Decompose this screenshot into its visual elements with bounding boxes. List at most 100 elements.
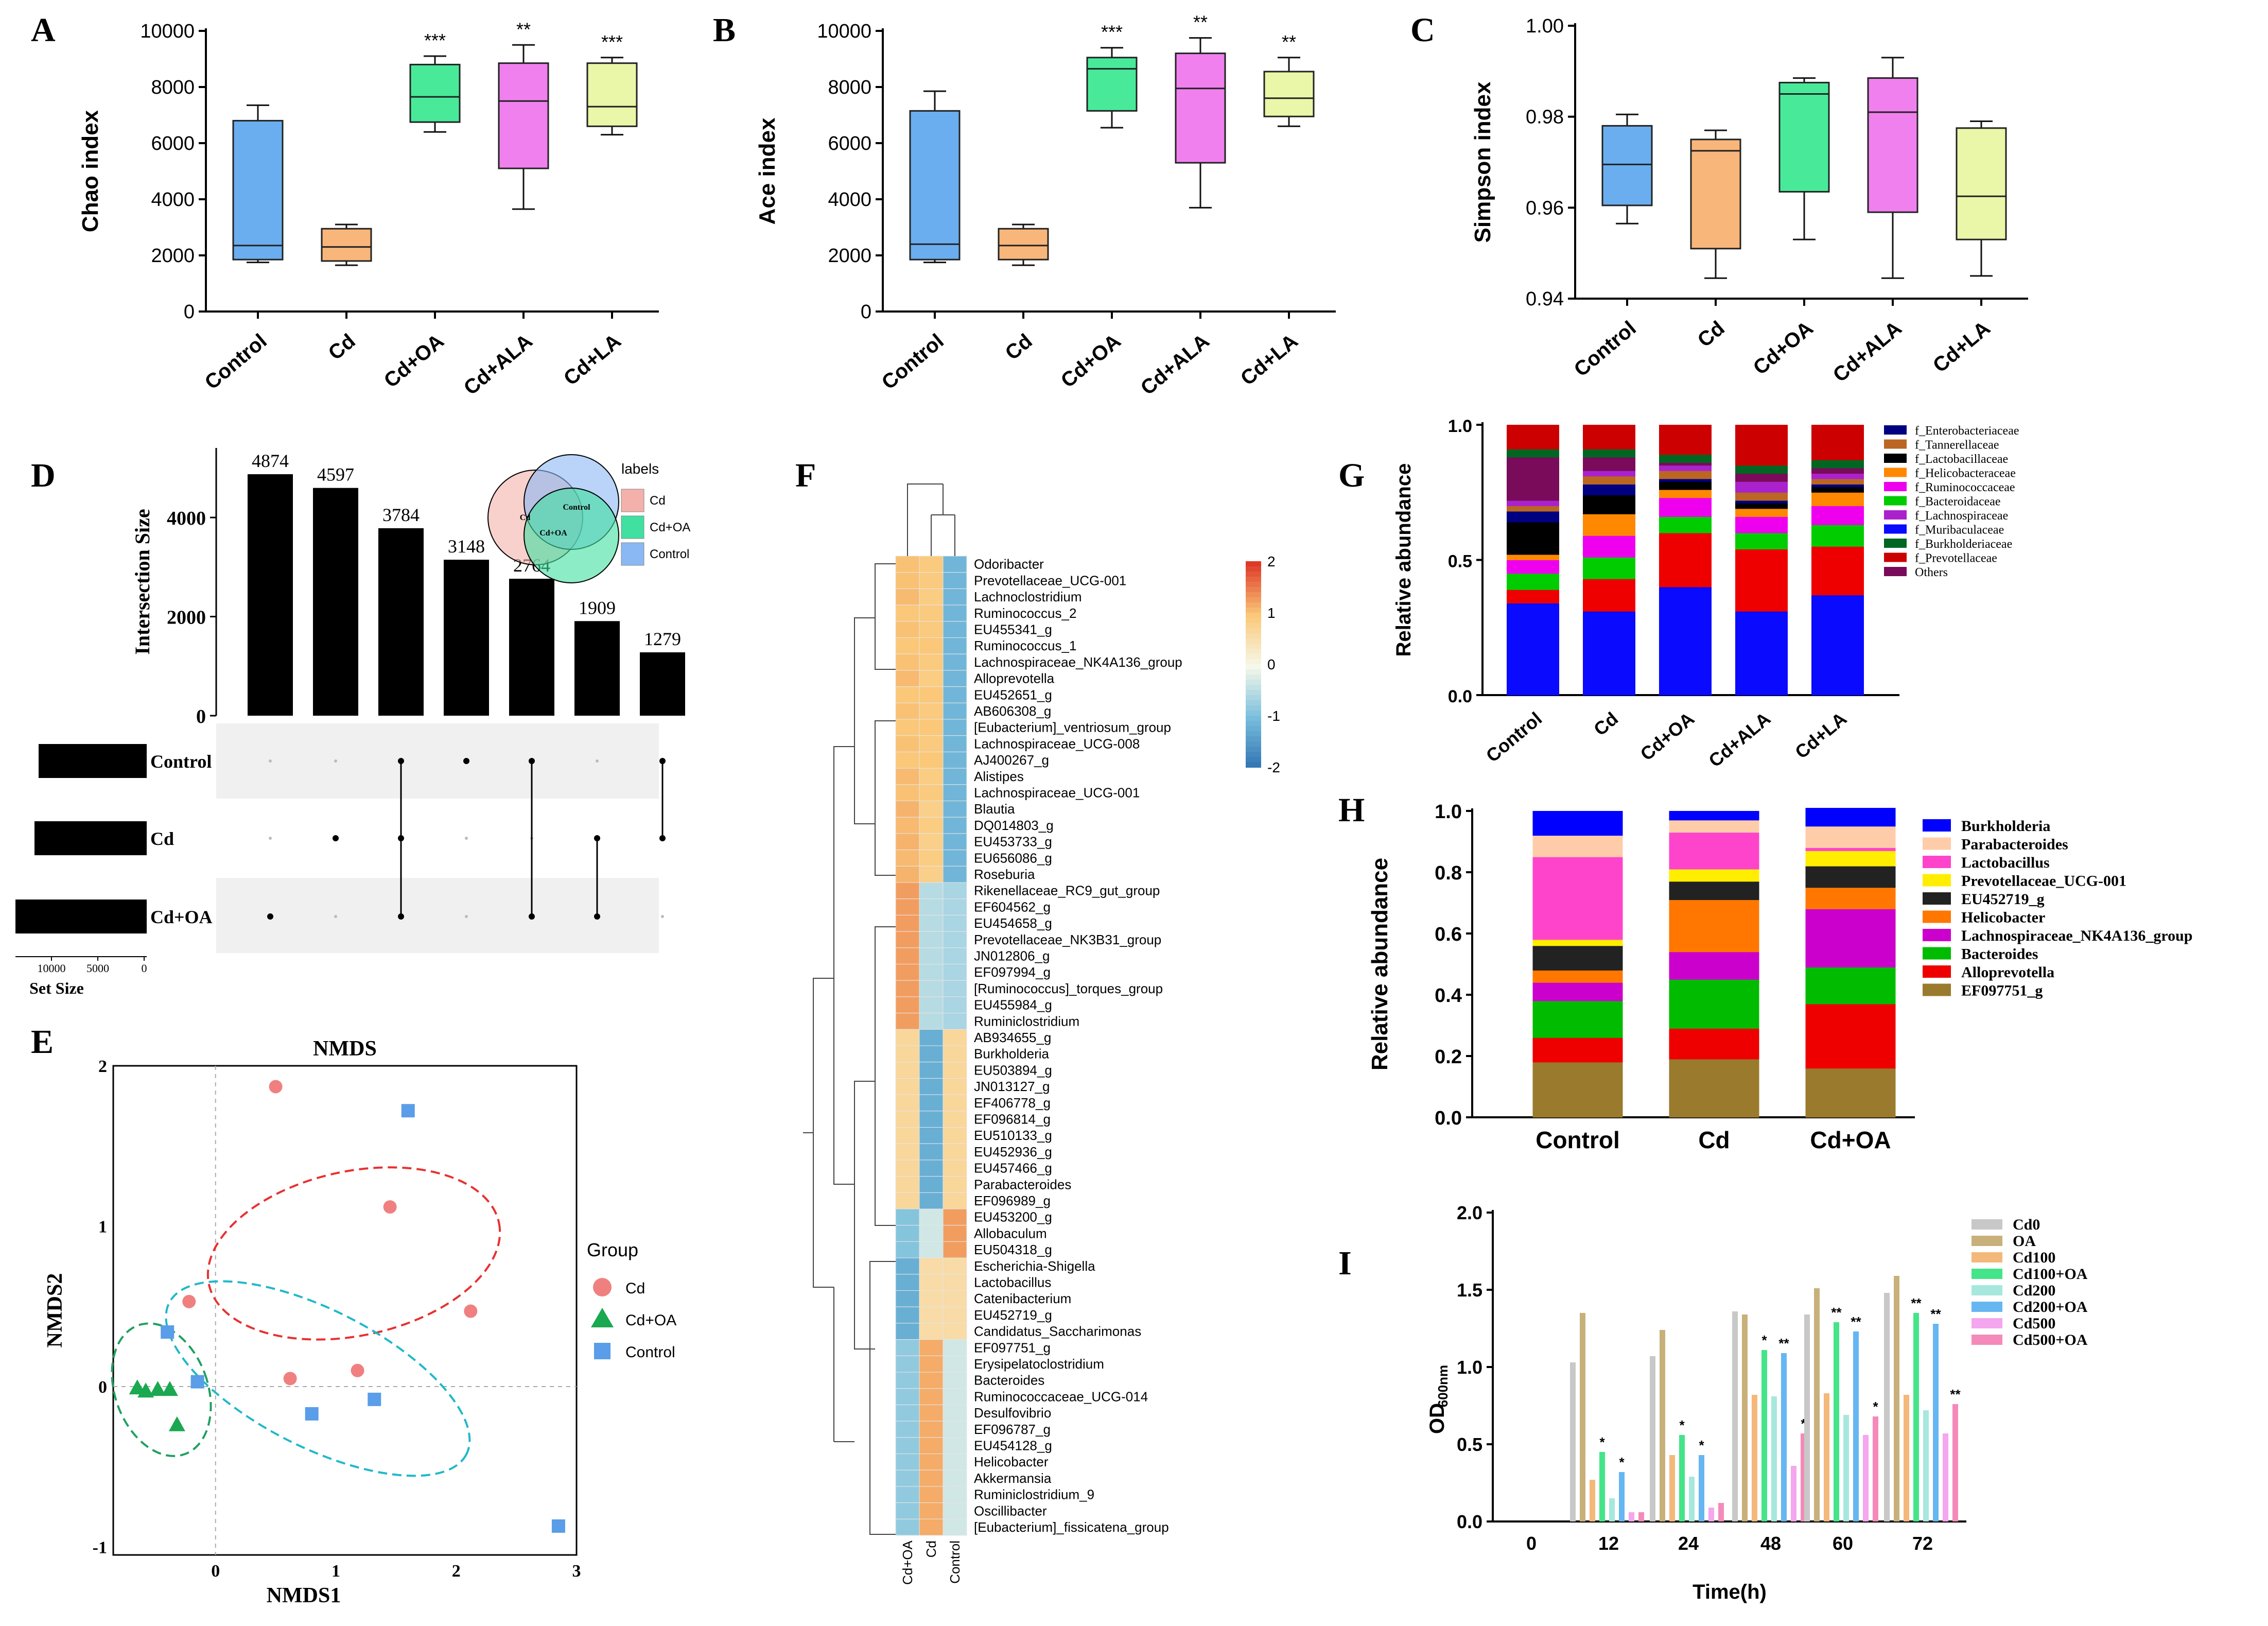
significance-mark: ** — [1193, 12, 1208, 33]
legend-H: BurkholderiaParabacteroidesLactobacillus… — [1923, 818, 2192, 999]
heatmap-cell — [919, 1372, 944, 1389]
legend-label: Control — [625, 1344, 675, 1361]
y-tick-label: 0.96 — [1526, 197, 1564, 219]
row-label: EU454128_g — [974, 1438, 1052, 1454]
heatmap-cell — [895, 1290, 920, 1307]
bar-Cd500+OA — [1801, 1433, 1806, 1521]
legend-label: Cd+OA — [625, 1312, 676, 1329]
segment-f_Burkholderiaceae — [1735, 465, 1788, 474]
row-label: Lachnospiraceae_UCG-001 — [974, 785, 1140, 801]
legend-label: Prevotellaceae_UCG-001 — [1961, 873, 2126, 890]
heatmap-cell — [895, 850, 920, 867]
legend-swatch — [1972, 1219, 2002, 1230]
significance-mark: * — [1619, 1455, 1625, 1470]
segment-Others — [1583, 457, 1635, 471]
heatmap-cell — [895, 980, 920, 997]
venn-label: Control — [563, 503, 590, 512]
y-tick-label: 8000 — [828, 77, 871, 98]
bar-Cd100 — [1904, 1395, 1909, 1521]
segment-f_Helicobacteraceae — [1583, 514, 1635, 536]
heatmap-cell — [919, 931, 944, 948]
row-label: EU453733_g — [974, 834, 1052, 850]
heatmap-cell — [943, 898, 967, 915]
legend-swatch — [1923, 965, 1951, 978]
heatmap-cell — [919, 1208, 944, 1226]
heatmap-cell — [895, 1143, 920, 1161]
heatmap-cell — [943, 1372, 967, 1389]
colorbar-tick-label: 1 — [1267, 605, 1276, 621]
y-tick-label: 10000 — [817, 21, 871, 42]
segment-f_Ruminococcaceae — [1811, 506, 1864, 525]
segment-Parabacteroides — [1669, 820, 1759, 833]
heatmap-cell — [943, 670, 967, 687]
row-label: Akkermansia — [974, 1471, 1052, 1486]
significance-mark: ** — [1950, 1387, 1961, 1402]
heatmap-cell — [919, 1454, 944, 1471]
column-label: Cd+OA — [900, 1540, 915, 1585]
legend-marker — [594, 1343, 610, 1359]
legend-swatch — [1884, 482, 1907, 491]
segment-Parabacteroides — [1532, 835, 1623, 857]
point-Cd+OA — [149, 1381, 166, 1396]
point-Cd — [464, 1304, 478, 1318]
colorbar-segment — [1246, 726, 1261, 732]
legend-swatch — [1972, 1236, 2002, 1246]
group-ellipse — [165, 1280, 471, 1477]
colorbar-segment — [1246, 695, 1261, 701]
colorbar-segment — [1246, 582, 1261, 587]
row-label: Lachnospiraceae_UCG-008 — [974, 736, 1140, 751]
heatmap-cell — [919, 637, 944, 654]
segment-Alloprevotella — [1805, 1004, 1896, 1069]
heatmap-cell — [895, 1160, 920, 1177]
significance-mark: ** — [1911, 1295, 1922, 1311]
x-tick-label: Cd — [1001, 330, 1037, 365]
legend-label: f_Muribaculaceae — [1915, 524, 2004, 537]
point-Cd+OA — [168, 1416, 185, 1431]
heatmap-cell — [943, 588, 967, 606]
heatmap-cell — [895, 1127, 920, 1144]
bar-Cd500+OA — [1718, 1503, 1724, 1521]
point-Control — [190, 1375, 204, 1389]
column-label: Cd — [923, 1541, 939, 1558]
boxplot-A: 0 2000 4000 6000 8000 10000 Chao index Control C… — [78, 19, 659, 400]
panel-letter-F: F — [795, 457, 816, 494]
row-label: Alloprevotella — [974, 671, 1055, 686]
legend-label: f_Enterobacteriaceae — [1915, 424, 2019, 438]
heatmap-cell — [919, 702, 944, 720]
segment-f_Helicobacteraceae — [1507, 555, 1559, 560]
heatmap-cell — [895, 1257, 920, 1275]
matrix-dot — [463, 758, 469, 764]
legend-label: Cd100 — [2013, 1249, 2055, 1266]
heatmap-cell — [943, 1094, 967, 1112]
legend-marker — [591, 1308, 614, 1327]
y-tick-label: 1.0 — [1457, 1357, 1482, 1378]
heatmap-cell — [895, 604, 920, 622]
heatmap-cell — [919, 980, 944, 997]
row-label: DQ014803_g — [974, 818, 1054, 833]
legend-swatch — [1923, 910, 1951, 923]
y-tick-label: 0.98 — [1526, 107, 1564, 128]
y-tick-label: 2000 — [167, 607, 206, 629]
heatmap-cell — [919, 1388, 944, 1405]
heatmap-cell — [895, 1437, 920, 1455]
heatmap-cell — [943, 1078, 967, 1095]
heatmap-cell — [943, 1143, 967, 1161]
row-label: Desulfovibrio — [974, 1405, 1051, 1421]
segment-Lachnospiraceae_NK4A136_group — [1669, 952, 1759, 980]
legend-swatch — [1884, 524, 1907, 534]
heatmap-cell — [919, 947, 944, 965]
venn-legend-swatch — [621, 489, 644, 512]
segment-f_Lactobacillaceae — [1507, 522, 1559, 555]
colorbar-segment — [1246, 654, 1261, 660]
heatmap-cell — [943, 1306, 967, 1324]
segment-f_Lactobacillaceae — [1811, 487, 1864, 493]
heatmap-cell — [943, 719, 967, 736]
heatmap-cell — [895, 882, 920, 900]
heatmap-cell — [943, 1518, 967, 1536]
legend-swatch — [1923, 819, 1951, 832]
heatmap-cell — [895, 572, 920, 589]
point-Cd — [283, 1372, 297, 1386]
bar-Cd0 — [1650, 1356, 1655, 1521]
legend-swatch — [1972, 1302, 2002, 1312]
heatmap-cell — [895, 702, 920, 720]
